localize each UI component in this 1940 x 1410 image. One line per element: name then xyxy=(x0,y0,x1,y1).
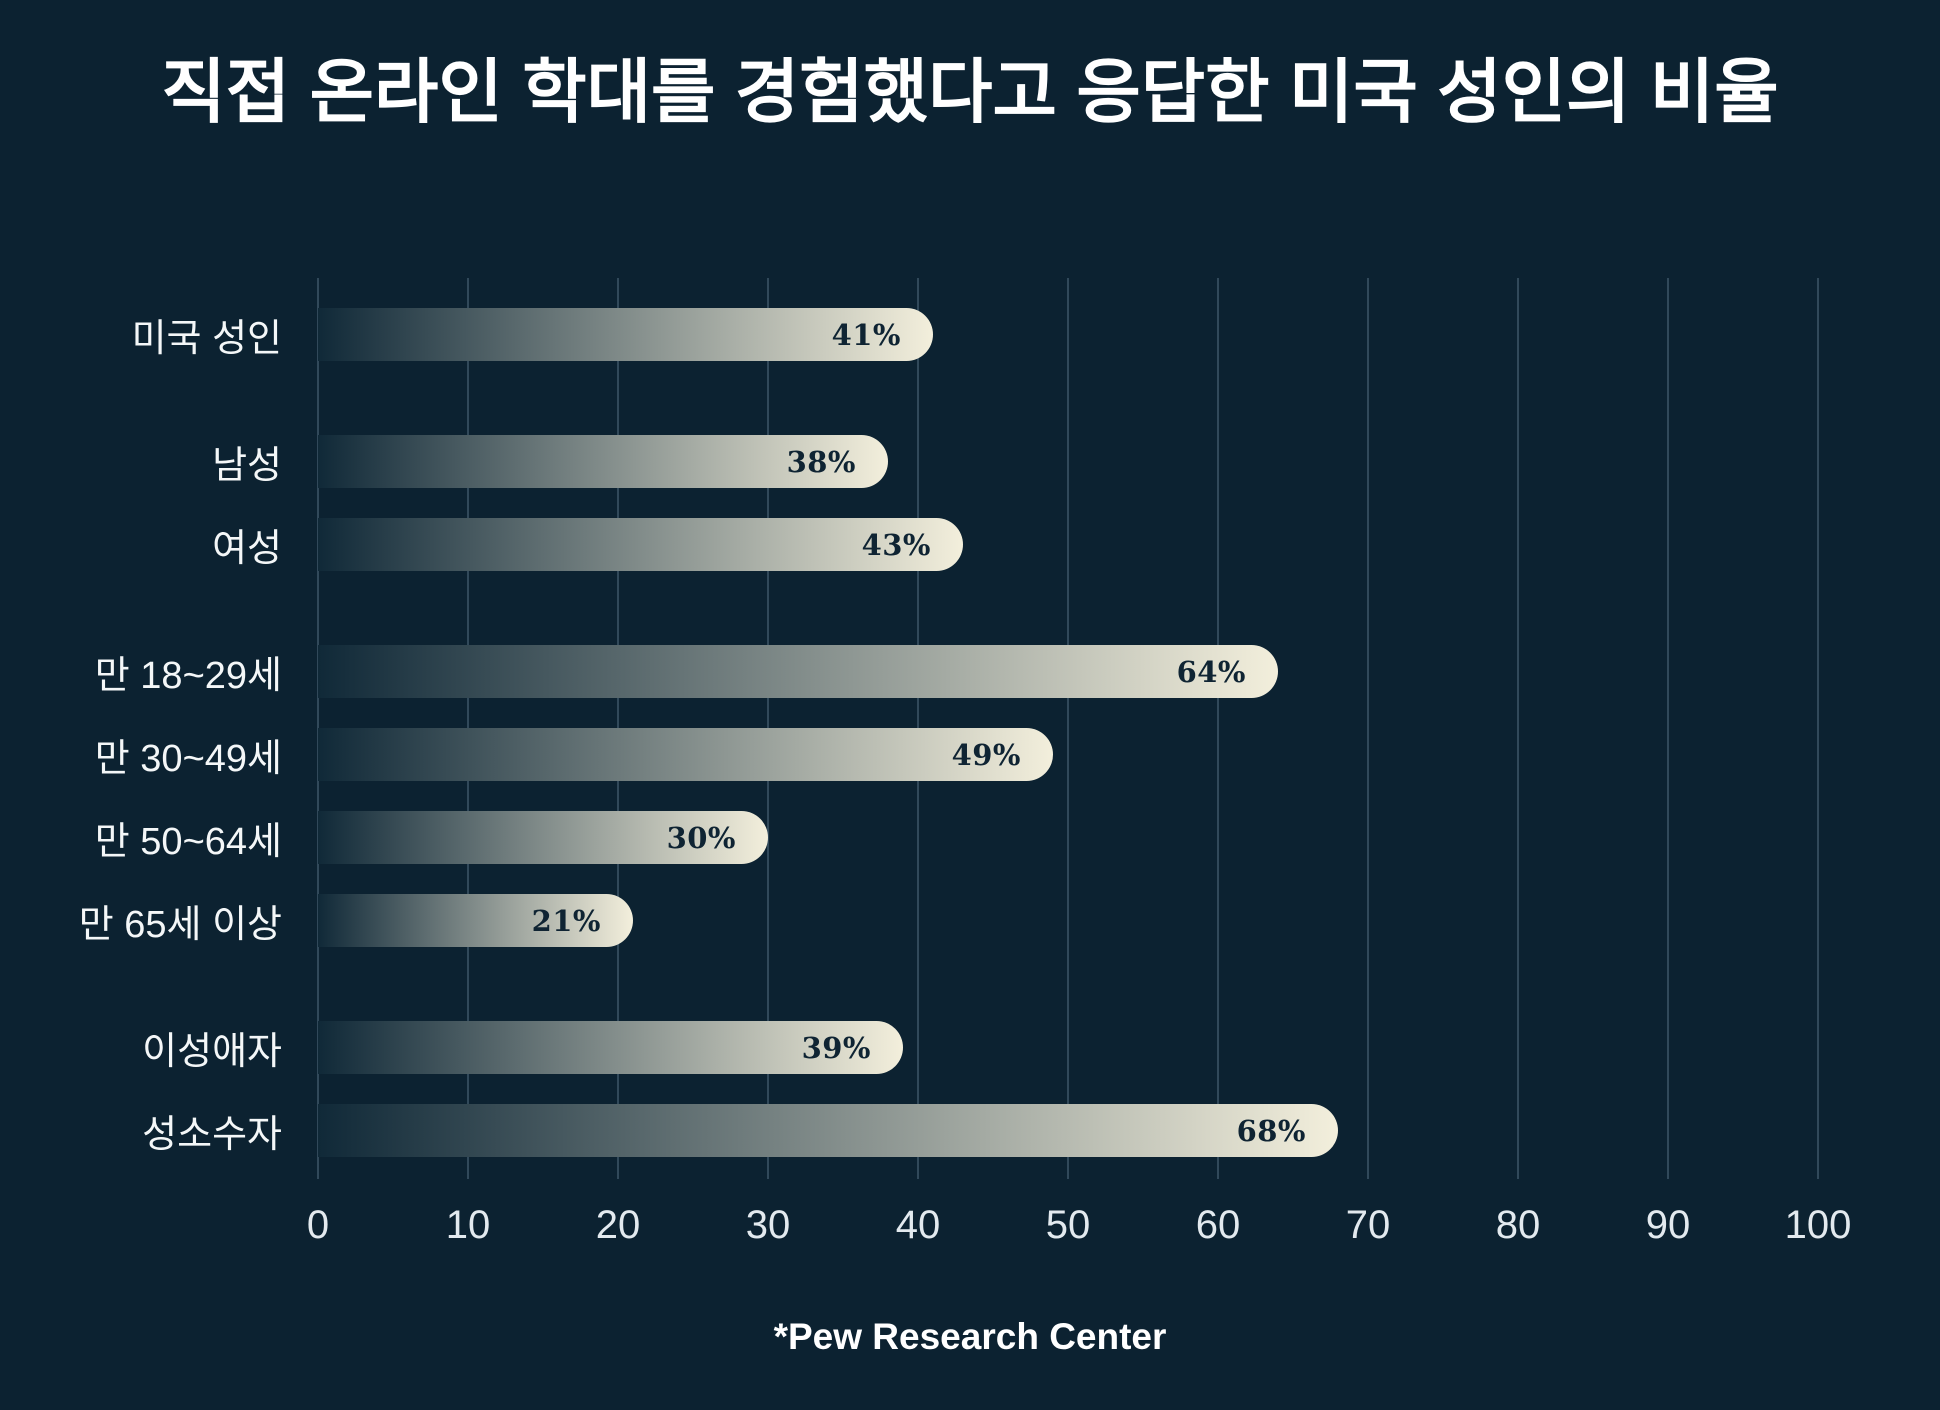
x-tick-label-90: 90 xyxy=(1645,1203,1691,1247)
bar-5: 30% xyxy=(318,811,768,864)
bar-row: 64% xyxy=(318,645,1818,698)
category-label: 여성 xyxy=(212,528,282,570)
bar-value-label: 64% xyxy=(1176,654,1246,689)
bar-value-label: 68% xyxy=(1236,1113,1306,1148)
bar-row: 68% xyxy=(318,1104,1818,1157)
bar-7: 39% xyxy=(318,1021,903,1074)
bar-0: 41% xyxy=(318,308,933,361)
bar-value-label: 30% xyxy=(666,820,736,855)
category-label: 만 18~29세 xyxy=(94,655,282,697)
bar-row: 39% xyxy=(318,1021,1818,1074)
bar-6: 21% xyxy=(318,894,633,947)
gridline-x-80 xyxy=(1517,278,1519,1179)
x-tick-label-20: 20 xyxy=(595,1203,641,1247)
category-label: 만 30~49세 xyxy=(94,738,282,780)
bar-row: 21% xyxy=(318,894,1818,947)
bar-row: 49% xyxy=(318,728,1818,781)
x-tick-label-100: 100 xyxy=(1784,1203,1852,1247)
bar-value-label: 21% xyxy=(531,903,601,938)
gridline-x-90 xyxy=(1667,278,1669,1179)
bar-1: 38% xyxy=(318,435,888,488)
x-tick-label-10: 10 xyxy=(445,1203,491,1247)
bar-row: 30% xyxy=(318,811,1818,864)
x-tick-label-30: 30 xyxy=(745,1203,791,1247)
bar-value-label: 39% xyxy=(801,1030,871,1065)
bar-row: 38% xyxy=(318,435,1818,488)
bar-row: 43% xyxy=(318,518,1818,571)
gridline-x-60 xyxy=(1217,278,1219,1179)
gridline-x-100 xyxy=(1817,278,1819,1179)
x-tick-label-70: 70 xyxy=(1345,1203,1391,1247)
x-tick-label-50: 50 xyxy=(1045,1203,1091,1247)
category-label: 이성애자 xyxy=(142,1031,282,1073)
bar-value-label: 38% xyxy=(786,444,856,479)
bar-row: 41% xyxy=(318,308,1818,361)
chart-title: 직접 온라인 학대를 경험했다고 응답한 미국 성인의 비율 xyxy=(161,53,1779,131)
category-label: 미국 성인 xyxy=(131,318,282,360)
source-credit: *Pew Research Center xyxy=(773,1316,1167,1357)
bar-value-label: 41% xyxy=(831,317,901,352)
bar-value-label: 49% xyxy=(951,737,1021,772)
bar-value-label: 43% xyxy=(861,527,931,562)
category-label: 성소수자 xyxy=(142,1114,282,1156)
bar-3: 64% xyxy=(318,645,1278,698)
category-label: 만 65세 이상 xyxy=(78,904,282,946)
x-tick-label-80: 80 xyxy=(1495,1203,1541,1247)
x-tick-label-60: 60 xyxy=(1195,1203,1241,1247)
gridline-x-70 xyxy=(1367,278,1369,1179)
bar-2: 43% xyxy=(318,518,963,571)
category-label: 만 50~64세 xyxy=(94,821,282,863)
bar-4: 49% xyxy=(318,728,1053,781)
x-tick-label-40: 40 xyxy=(895,1203,941,1247)
gridline-x-50 xyxy=(1067,278,1069,1179)
x-tick-label-0: 0 xyxy=(306,1203,330,1247)
category-label: 남성 xyxy=(212,445,282,487)
bar-8: 68% xyxy=(318,1104,1338,1157)
